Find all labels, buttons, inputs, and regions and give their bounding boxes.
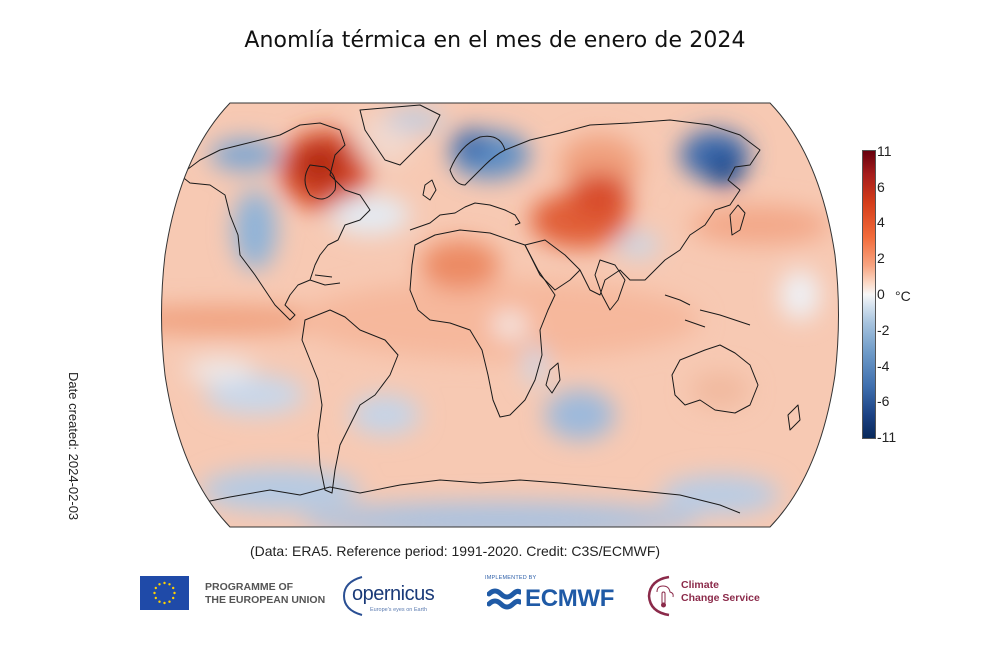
data-credit: (Data: ERA5. Reference period: 1991-2020…	[249, 543, 661, 559]
colorbar-tick: -2	[877, 322, 890, 338]
eu-programme-line2: THE EUROPEAN UNION	[205, 594, 326, 606]
implemented-by-label: IMPLEMENTED BY	[485, 575, 537, 581]
copernicus-tagline: Europe's eyes on Earth	[370, 607, 428, 613]
world-anomaly-map	[160, 95, 840, 535]
c3s-line1: Climate	[681, 579, 719, 591]
colorbar-tick: 6	[877, 179, 885, 195]
c3s-logo: Climate Change Service	[645, 574, 765, 618]
copernicus-arc-icon	[342, 576, 363, 616]
colorbar	[862, 150, 876, 439]
eu-programme-logo-text: PROGRAMME OF THE EUROPEAN UNION	[205, 581, 325, 607]
colorbar-tick: 4	[877, 214, 885, 230]
eu-flag-icon	[140, 576, 189, 610]
date-created-label: Date created: 2024-02-03	[66, 372, 81, 521]
colorbar-tick: -11	[877, 429, 897, 445]
colorbar-tick: -4	[877, 358, 890, 374]
copernicus-logo: opernicus Europe's eyes on Earth	[340, 574, 450, 618]
ecmwf-wordmark: ECMWF	[525, 585, 615, 612]
ecmwf-logo: ECMWF	[487, 585, 614, 613]
colorbar-tick: 11	[877, 143, 892, 159]
colorbar-tick: 0	[877, 286, 885, 302]
c3s-line2: Change Service	[681, 592, 760, 604]
ecmwf-waves-icon	[487, 588, 521, 610]
colorbar-tick: 2	[877, 250, 885, 266]
colorbar-unit: °C	[895, 288, 911, 304]
copernicus-wordmark: opernicus	[352, 583, 435, 605]
c3s-thermometer-icon	[647, 575, 674, 617]
c3s-wordmark: Climate Change Service	[681, 579, 760, 605]
eu-programme-line1: PROGRAMME OF	[205, 581, 294, 593]
colorbar-tick: -6	[877, 393, 890, 409]
chart-title: Anomlía térmica en el mes de enero de 20…	[244, 28, 746, 53]
